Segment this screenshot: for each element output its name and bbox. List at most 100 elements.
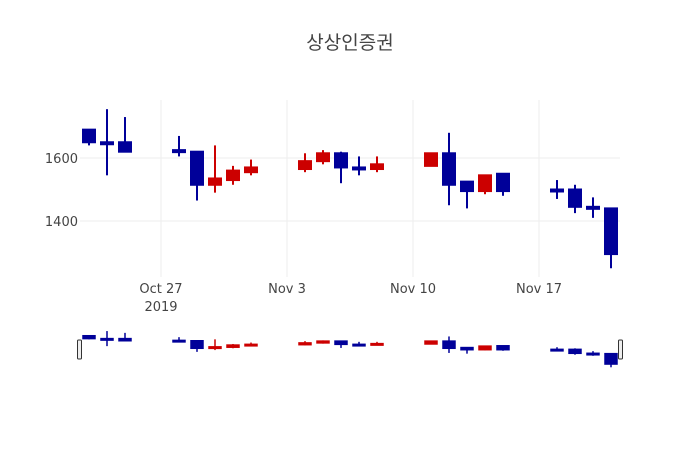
x-tick-label: Nov 3	[268, 282, 306, 297]
candle[interactable]	[190, 340, 204, 352]
candle[interactable]	[586, 197, 600, 218]
candle-body	[100, 337, 114, 341]
candle-body	[82, 128, 96, 144]
y-tick-label: 1400	[45, 215, 78, 230]
candle[interactable]	[298, 341, 312, 346]
candle[interactable]	[496, 345, 510, 351]
candle[interactable]	[352, 156, 366, 176]
candle[interactable]	[172, 337, 186, 343]
candle[interactable]	[118, 117, 132, 153]
candle-body	[586, 205, 600, 210]
candle-body	[82, 334, 96, 340]
x-tick-label: Nov 17	[516, 282, 562, 297]
candle[interactable]	[460, 346, 474, 354]
candle-body	[586, 352, 600, 356]
candle-body	[172, 149, 186, 154]
range-slider-left-handle[interactable]	[77, 339, 82, 360]
y-tick-label: 1600	[45, 152, 78, 167]
candle-body	[226, 169, 240, 182]
candle[interactable]	[298, 153, 312, 173]
candle[interactable]	[334, 340, 348, 348]
candle[interactable]	[208, 145, 222, 193]
candle-body	[568, 348, 582, 355]
candle-body	[604, 352, 618, 365]
candle-body	[334, 340, 348, 346]
x-axis: Oct 27 2019 Nov 3 Nov 10 Nov 17	[139, 282, 562, 315]
candle[interactable]	[226, 165, 240, 185]
candle[interactable]	[82, 334, 96, 340]
candle[interactable]	[316, 340, 330, 344]
gridlines	[80, 100, 620, 277]
candle-body	[334, 152, 348, 169]
y-axis: 1400 1600	[45, 152, 78, 230]
candle[interactable]	[82, 128, 96, 146]
candle-body	[190, 340, 204, 350]
candle[interactable]	[568, 184, 582, 214]
candle-body	[442, 152, 456, 186]
candle-body	[100, 141, 114, 146]
candle-body	[604, 207, 618, 256]
candle[interactable]	[586, 351, 600, 356]
candle-body	[244, 166, 258, 174]
candle-body	[370, 163, 384, 171]
candle-body	[496, 172, 510, 193]
candle[interactable]	[370, 341, 384, 346]
candle[interactable]	[100, 331, 114, 347]
candle[interactable]	[226, 343, 240, 349]
candle-body	[442, 340, 456, 350]
candle-body	[568, 188, 582, 208]
candle-body	[298, 342, 312, 346]
x-tick-label: Oct 27	[139, 282, 182, 297]
candle[interactable]	[334, 151, 348, 184]
candle-body	[478, 345, 492, 351]
candle[interactable]	[424, 152, 438, 167]
candle-body	[424, 340, 438, 345]
candle[interactable]	[442, 132, 456, 206]
candle[interactable]	[496, 172, 510, 196]
candle[interactable]	[460, 180, 474, 209]
candle[interactable]	[244, 342, 258, 347]
range-slider-right-handle[interactable]	[618, 339, 623, 360]
candle[interactable]	[550, 180, 564, 199]
candle[interactable]	[442, 336, 456, 353]
candle[interactable]	[550, 347, 564, 352]
candle[interactable]	[244, 159, 258, 176]
candle-body	[424, 152, 438, 167]
candle[interactable]	[172, 135, 186, 157]
candle[interactable]	[370, 156, 384, 173]
candle-body	[550, 188, 564, 193]
candle-body	[550, 348, 564, 352]
candle-body	[118, 337, 132, 342]
candle-body	[208, 346, 222, 350]
candle-body	[298, 160, 312, 171]
candle[interactable]	[478, 345, 492, 351]
plot-area[interactable]	[82, 109, 618, 269]
candle[interactable]	[316, 150, 330, 165]
candle[interactable]	[604, 207, 618, 269]
chart-title: 상상인증권	[306, 32, 393, 54]
candle-body	[478, 174, 492, 193]
candle-body	[226, 344, 240, 348]
candle[interactable]	[190, 150, 204, 201]
x-tick-year: 2019	[144, 300, 177, 315]
candle[interactable]	[352, 341, 366, 347]
candle[interactable]	[568, 348, 582, 355]
candle[interactable]	[100, 109, 114, 176]
candle-body	[460, 180, 474, 193]
candle[interactable]	[604, 352, 618, 368]
candle-body	[244, 343, 258, 347]
candle-body	[316, 340, 330, 344]
range-slider-candles	[82, 331, 618, 368]
range-slider[interactable]	[77, 331, 623, 368]
candle[interactable]	[424, 340, 438, 345]
candle[interactable]	[208, 339, 222, 351]
candle-body	[352, 343, 366, 347]
candle-body	[118, 141, 132, 153]
candle[interactable]	[118, 332, 132, 342]
candle-body	[370, 342, 384, 346]
candle-body	[190, 150, 204, 186]
candle-body	[460, 346, 474, 351]
candle[interactable]	[478, 174, 492, 195]
candle-body	[496, 345, 510, 351]
